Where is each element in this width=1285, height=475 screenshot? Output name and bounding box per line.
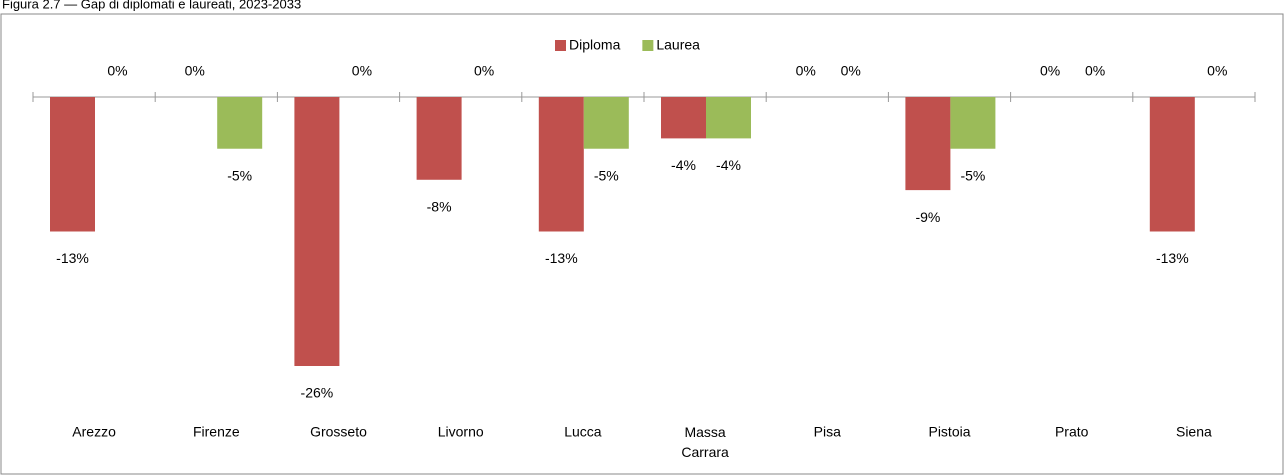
data-label: -5% [960, 167, 985, 183]
bar [50, 97, 95, 232]
x-tick-label: Livorno [438, 424, 484, 440]
bar [950, 97, 996, 149]
legend-swatch [642, 40, 654, 51]
x-tick-label: Lucca [564, 424, 602, 440]
data-label: 0% [107, 63, 127, 79]
data-label: 0% [796, 63, 816, 79]
data-label: -4% [671, 157, 696, 173]
bar [217, 97, 263, 149]
data-label: -5% [594, 167, 619, 183]
data-label: 0% [841, 63, 861, 79]
x-tick-label: Prato [1055, 424, 1089, 440]
bar [661, 97, 706, 139]
data-label: -26% [301, 385, 334, 401]
data-label: 0% [1207, 63, 1227, 79]
data-label: -9% [915, 209, 940, 225]
data-label: 0% [474, 63, 494, 79]
chart-border [0, 13, 1284, 475]
data-label: -13% [56, 250, 89, 266]
data-label: 0% [352, 63, 372, 79]
data-label: 0% [185, 63, 205, 79]
bar [1149, 97, 1195, 232]
x-tick-label: Grosseto [310, 424, 367, 440]
data-label: 0% [1040, 63, 1060, 79]
bar [538, 97, 584, 232]
data-label: -4% [716, 157, 741, 173]
data-label: 0% [1085, 63, 1105, 79]
x-tick-label: Pisa [814, 424, 841, 440]
x-tick-label: Firenze [193, 424, 240, 440]
legend-label: Laurea [656, 37, 700, 53]
bar [294, 97, 340, 366]
x-tick-label: Arezzo [72, 424, 116, 440]
x-tick-label: Pistoia [928, 424, 970, 440]
bar [583, 97, 629, 149]
x-tick-label: Massa Carrara [681, 424, 729, 460]
legend-swatch [555, 40, 566, 51]
data-label: -13% [1156, 250, 1189, 266]
chart-title: Figura 2.7 — Gap di diplomati e laureati… [2, 0, 301, 11]
data-label: -5% [227, 167, 252, 183]
data-label: -13% [545, 250, 578, 266]
bar [706, 97, 751, 139]
bar [905, 97, 951, 191]
data-label: -8% [427, 198, 452, 214]
x-tick-label: Siena [1176, 424, 1212, 440]
legend-label: Diploma [569, 37, 621, 53]
bar [416, 97, 462, 180]
